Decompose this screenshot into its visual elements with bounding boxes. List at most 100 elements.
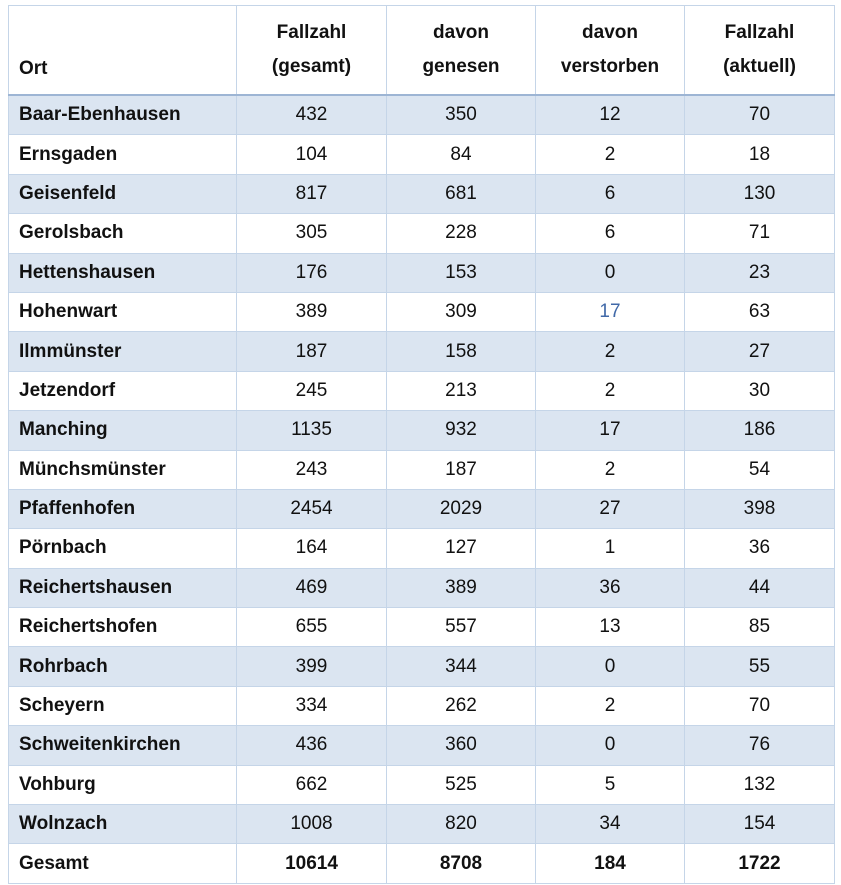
- cell: 164: [236, 528, 387, 569]
- row-label: Scheyern: [8, 685, 237, 727]
- cell: 360: [386, 725, 536, 766]
- cell: 344: [386, 646, 536, 687]
- table-row: Rohrbach 399 344 0 55: [8, 646, 835, 687]
- cell: 399: [236, 646, 387, 687]
- cell: 13: [535, 607, 685, 648]
- table-row: Manching 1135 932 17 186: [8, 410, 835, 451]
- table-row: Hohenwart 389 309 17 63: [8, 291, 835, 333]
- cell: 398: [684, 488, 835, 530]
- cell: 34: [535, 804, 685, 845]
- table-row: Vohburg 662 525 5 132: [8, 764, 835, 806]
- table-row: Wolnzach 1008 820 34 154: [8, 804, 835, 845]
- table-row: Gerolsbach 305 228 6 71: [8, 213, 835, 254]
- cell: 0: [535, 252, 685, 293]
- header-cell: Fallzahl (aktuell): [684, 5, 835, 96]
- cell: 187: [386, 449, 536, 490]
- header-text: (gesamt): [271, 56, 352, 77]
- cell: 2454: [236, 488, 387, 530]
- cell: 17: [535, 291, 685, 333]
- table-row: Schweitenkirchen 436 360 0 76: [8, 725, 835, 766]
- cell: 30: [684, 370, 835, 412]
- row-label: Hettenshausen: [8, 252, 237, 293]
- cell: 2: [535, 449, 685, 490]
- cell: 245: [236, 370, 387, 412]
- cell: 2: [535, 331, 685, 372]
- table-row: Jetzendorf 245 213 2 30: [8, 370, 835, 412]
- cell: 932: [386, 410, 536, 451]
- cell: 2: [535, 134, 685, 175]
- cell: 36: [684, 528, 835, 569]
- cell: 1135: [236, 410, 387, 451]
- table-row: Reichertshofen 655 557 13 85: [8, 607, 835, 648]
- cell: 186: [684, 410, 835, 451]
- header-text: (aktuell): [723, 56, 796, 77]
- table-container: Ort Fallzahl (gesamt) davon genesen davon vers…: [8, 5, 835, 884]
- cell: 817: [236, 173, 387, 215]
- header-text: Fallzahl: [276, 22, 347, 43]
- cell: 6: [535, 173, 685, 215]
- table-row: Geisenfeld 817 681 6 130: [8, 173, 835, 215]
- table-row: Reichertshausen 469 389 36 44: [8, 567, 835, 609]
- cell: 36: [535, 567, 685, 609]
- cell: 662: [236, 764, 387, 806]
- cell: 153: [386, 252, 536, 293]
- row-label: Schweitenkirchen: [8, 725, 237, 766]
- cell: 187: [236, 331, 387, 372]
- header-text: davon: [582, 22, 638, 43]
- table-row: Pörnbach 164 127 1 36: [8, 528, 835, 569]
- row-label: Pfaffenhofen: [8, 488, 237, 530]
- cell: 44: [684, 567, 835, 609]
- header-row: Ort Fallzahl (gesamt) davon genesen davon vers…: [8, 5, 835, 96]
- cell: 27: [684, 331, 835, 372]
- cell: 158: [386, 331, 536, 372]
- row-label: Ilmmünster: [8, 331, 237, 372]
- cell: 17: [535, 410, 685, 451]
- cell: 55: [684, 646, 835, 687]
- row-label: Rohrbach: [8, 646, 237, 687]
- row-label: Hohenwart: [8, 291, 237, 333]
- cell: 389: [386, 567, 536, 609]
- cell: 820: [386, 804, 536, 845]
- row-label: Reichertshofen: [8, 607, 237, 648]
- cell: 154: [684, 804, 835, 845]
- cell: 10614: [236, 843, 387, 884]
- row-label: Baar-Ebenhausen: [8, 94, 237, 136]
- cell: 63: [684, 291, 835, 333]
- cell: 309: [386, 291, 536, 333]
- row-label: Ernsgaden: [8, 134, 237, 175]
- table-row: Baar-Ebenhausen 432 350 12 70: [8, 94, 835, 136]
- cell: 0: [535, 725, 685, 766]
- cell: 85: [684, 607, 835, 648]
- table-row: Hettenshausen 176 153 0 23: [8, 252, 835, 293]
- cell: 71: [684, 213, 835, 254]
- cell: 176: [236, 252, 387, 293]
- table: Ort Fallzahl (gesamt) davon genesen davon vers…: [8, 5, 835, 884]
- row-label: Geisenfeld: [8, 173, 237, 215]
- cell: 127: [386, 528, 536, 569]
- cell: 5: [535, 764, 685, 806]
- cell: 1722: [684, 843, 835, 884]
- cell: 23: [684, 252, 835, 293]
- cell: 557: [386, 607, 536, 648]
- cell: 6: [535, 213, 685, 254]
- table-row: Münchsmünster 243 187 2 54: [8, 449, 835, 490]
- cell: 2: [535, 370, 685, 412]
- table-row: Scheyern 334 262 2 70: [8, 685, 835, 727]
- cell: 104: [236, 134, 387, 175]
- cell: 70: [684, 685, 835, 727]
- cell: 18: [684, 134, 835, 175]
- cell: 54: [684, 449, 835, 490]
- table-row: Ernsgaden 104 84 2 18: [8, 134, 835, 175]
- table-row: Ilmmünster 187 158 2 27: [8, 331, 835, 372]
- cell: 350: [386, 94, 536, 136]
- cell: 27: [535, 488, 685, 530]
- row-label: Gerolsbach: [8, 213, 237, 254]
- cell: 525: [386, 764, 536, 806]
- row-label: Pörnbach: [8, 528, 237, 569]
- cell: 1008: [236, 804, 387, 845]
- table-row: Gesamt 10614 8708 184 1722: [8, 843, 835, 884]
- cell: 305: [236, 213, 387, 254]
- cell: 262: [386, 685, 536, 727]
- header-cell: davon genesen: [386, 5, 536, 96]
